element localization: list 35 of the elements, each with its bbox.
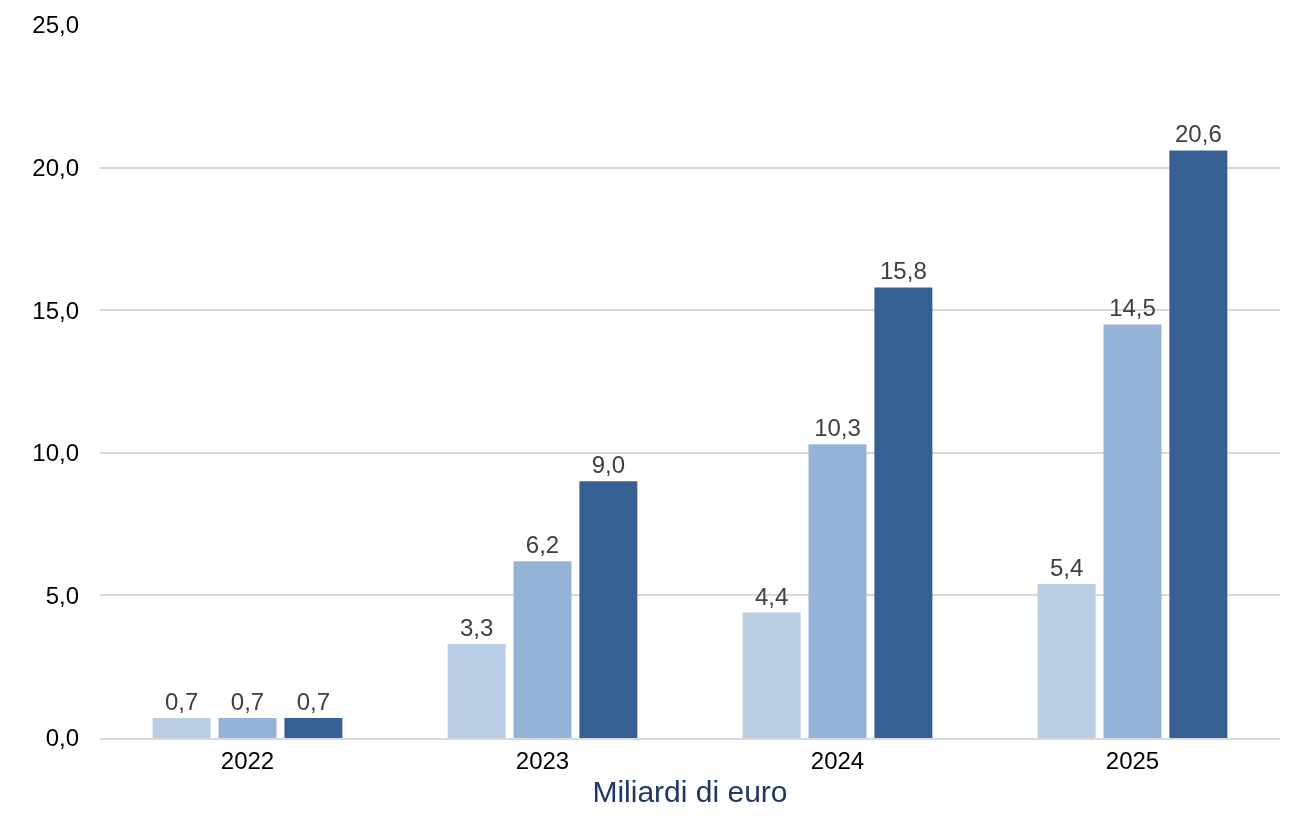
data-label: 0,7	[230, 688, 265, 716]
x-tick-label: 2024	[810, 746, 865, 774]
x-axis-title: Miliardi di euro	[592, 774, 788, 808]
data-label: 15,8	[880, 257, 927, 285]
y-tick-label: 15,0	[32, 296, 79, 324]
bar	[874, 287, 933, 738]
y-tick-label: 10,0	[32, 439, 79, 467]
x-tick-label: 2025	[1105, 746, 1160, 774]
data-label: 0,7	[296, 688, 331, 716]
x-tick-label: 2022	[220, 746, 275, 774]
bar	[808, 444, 867, 738]
data-label: 0,7	[164, 688, 199, 716]
bar	[1169, 150, 1228, 738]
data-label: 4,4	[754, 582, 789, 610]
y-tick-label: 20,0	[32, 154, 79, 181]
bar	[447, 643, 506, 738]
x-tick-label: 2023	[515, 746, 570, 774]
data-label: 20,6	[1175, 120, 1222, 148]
bar	[742, 612, 801, 738]
bar	[218, 718, 277, 738]
data-label: 6,2	[525, 531, 560, 559]
y-tick-label: 0,0	[45, 724, 79, 752]
bar	[284, 718, 343, 738]
bar	[1103, 324, 1162, 738]
bar	[513, 561, 572, 738]
bar	[579, 481, 638, 738]
data-label: 5,4	[1049, 553, 1084, 581]
data-label: 9,0	[591, 451, 626, 479]
data-label: 3,3	[459, 613, 494, 641]
bar	[152, 718, 211, 738]
bar	[1037, 583, 1096, 738]
data-label: 10,3	[814, 414, 861, 442]
y-tick-label: 5,0	[45, 581, 79, 609]
y-tick-label: 25,0	[32, 11, 79, 39]
data-label: 14,5	[1109, 294, 1156, 322]
